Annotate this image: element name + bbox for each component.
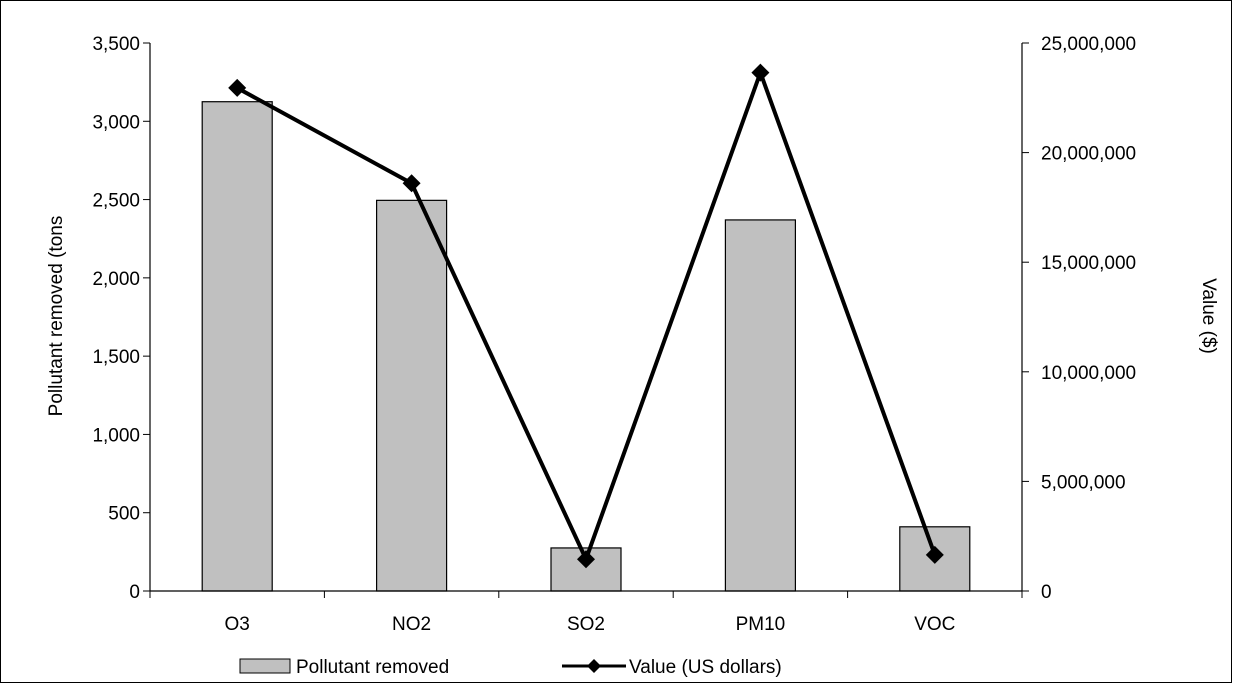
axes	[143, 42, 1029, 598]
legend-swatch-bars	[239, 658, 291, 674]
line-series	[228, 63, 944, 569]
bar-o3	[201, 101, 273, 592]
x-tick-label-so2: SO2	[567, 614, 605, 635]
y-tick-label: 3,500	[92, 34, 140, 55]
x-tick-label-o3: O3	[225, 614, 250, 635]
y2-axis-title: Value ($)	[1198, 278, 1219, 354]
value-point-no2	[402, 174, 421, 193]
legend-label-bars: Pollutant removed	[296, 657, 449, 678]
value-line	[236, 66, 937, 565]
legend-label-line: Value (US dollars)	[629, 657, 782, 678]
y2-tick-label: 20,000,000	[1041, 144, 1136, 165]
y2-tick-label: 0	[1041, 582, 1052, 603]
y-axis-title: Pollutant removed (tons	[46, 216, 67, 417]
bar-no2	[376, 199, 448, 592]
legend: Pollutant removed Value (US dollars)	[239, 657, 782, 678]
tick-labels: 0 500 1,000 1,500 2,000 2,500 3,000 3,500 0 5,000…	[92, 34, 1136, 635]
x-tick-label-voc: VOC	[914, 614, 955, 635]
value-point-so2	[577, 550, 595, 569]
y2-tick-label: 5,000,000	[1041, 472, 1126, 493]
y-tick-label: 2,000	[92, 269, 140, 290]
y2-tick-label: 25,000,000	[1041, 34, 1136, 55]
y-tick-label: 1,500	[92, 347, 140, 368]
x-tick-label-no2: NO2	[392, 614, 431, 635]
y-tick-label: 3,000	[92, 112, 140, 133]
y2-tick-label: 15,000,000	[1041, 253, 1136, 274]
bar-group	[201, 101, 971, 592]
y-tick-label: 0	[129, 582, 140, 603]
y-tick-label: 500	[108, 504, 140, 525]
y-tick-label: 2,500	[92, 191, 140, 212]
bar-pm10	[724, 219, 797, 592]
y-tick-label: 1,000	[92, 425, 140, 446]
legend-marker-diamond	[587, 659, 601, 673]
value-point-voc	[925, 545, 944, 564]
y2-tick-label: 10,000,000	[1041, 363, 1136, 384]
value-point-pm10	[751, 63, 770, 82]
x-tick-label-pm10: PM10	[736, 614, 786, 635]
value-point-o3	[228, 78, 247, 97]
